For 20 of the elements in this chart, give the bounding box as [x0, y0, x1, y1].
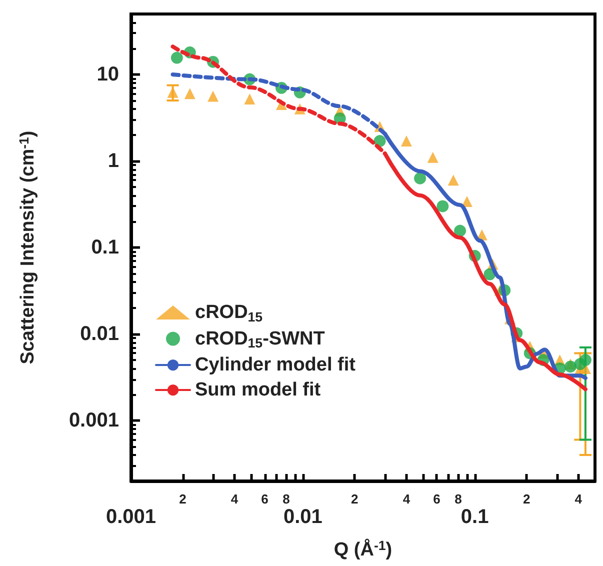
- text: 2: [351, 492, 358, 506]
- y-tick-label: 10: [96, 63, 119, 86]
- text: 6: [433, 492, 440, 506]
- y-tick-label: 0.1: [91, 236, 119, 258]
- text: 2: [179, 492, 186, 506]
- x-tick-label: 0.01: [283, 506, 322, 528]
- text: 6: [261, 492, 268, 506]
- text: 4: [230, 492, 239, 506]
- legend-label: Sum model fit: [195, 380, 322, 401]
- text: 2: [522, 492, 530, 506]
- x-tick-label: 0.1: [460, 506, 489, 528]
- text: 4: [402, 492, 411, 506]
- legend-label: Cylinder model fit: [195, 354, 356, 376]
- text: 8: [454, 492, 462, 506]
- text: 8: [282, 492, 290, 506]
- y-tick-label: 0.01: [80, 323, 119, 346]
- y-tick-label: 0.001: [68, 410, 119, 432]
- y-axis-title: Scattering Intensity (cm-1): [16, 130, 39, 364]
- text: 4: [574, 492, 583, 506]
- y-tick-label: 1: [108, 150, 119, 172]
